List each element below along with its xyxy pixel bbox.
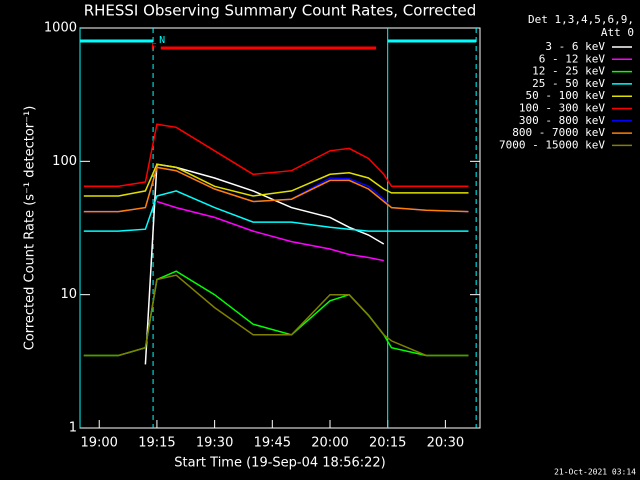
- legend-label: 300 - 800 keV: [519, 114, 605, 127]
- x-axis-label: Start Time (19-Sep-04 18:56:22): [174, 456, 385, 471]
- series-line: [83, 274, 469, 357]
- flare-label: F: [151, 42, 157, 53]
- x-tick-label: 20:30: [427, 436, 464, 451]
- legend-header: Att 0: [601, 26, 634, 39]
- x-tick-label: 20:00: [311, 436, 348, 451]
- legend-label: 12 - 25 keV: [532, 65, 605, 78]
- night-label: N: [159, 35, 165, 46]
- y-axis-label: Corrected Count Rate (s⁻¹ detector⁻¹): [23, 106, 38, 351]
- plot-frame: [79, 27, 481, 429]
- legend-label: 6 - 12 keV: [539, 52, 606, 65]
- x-tick-label: 19:15: [138, 436, 175, 451]
- series-line: [156, 200, 384, 262]
- x-tick-label: 19:30: [196, 436, 233, 451]
- legend-label: 800 - 7000 keV: [512, 126, 605, 139]
- series-line: [83, 166, 469, 213]
- y-tick-label: 1000: [44, 21, 77, 36]
- y-tick-label: 10: [60, 287, 77, 302]
- x-tick-label: 20:15: [369, 436, 406, 451]
- legend-label: 7000 - 15000 keV: [499, 138, 605, 151]
- y-tick-label: 1: [69, 421, 77, 436]
- series-line: [83, 163, 469, 197]
- series-line: [83, 123, 469, 188]
- footer: 21-Oct-2021 03:14: [554, 468, 636, 477]
- legend-label: 25 - 50 keV: [532, 77, 605, 90]
- x-tick-label: 19:00: [80, 436, 117, 451]
- legend-header: Det 1,3,4,5,6,9,: [528, 13, 634, 26]
- chart-title: RHESSI Observing Summary Count Rates, Co…: [84, 2, 477, 20]
- series-line: [83, 270, 469, 357]
- legend-label: 3 - 6 keV: [545, 40, 605, 53]
- series-line: [83, 166, 469, 213]
- series-line: [83, 190, 469, 232]
- legend-label: 50 - 100 keV: [526, 89, 606, 102]
- x-tick-label: 19:45: [254, 436, 291, 451]
- y-tick-label: 100: [52, 154, 77, 169]
- legend-label: 100 - 300 keV: [519, 102, 605, 115]
